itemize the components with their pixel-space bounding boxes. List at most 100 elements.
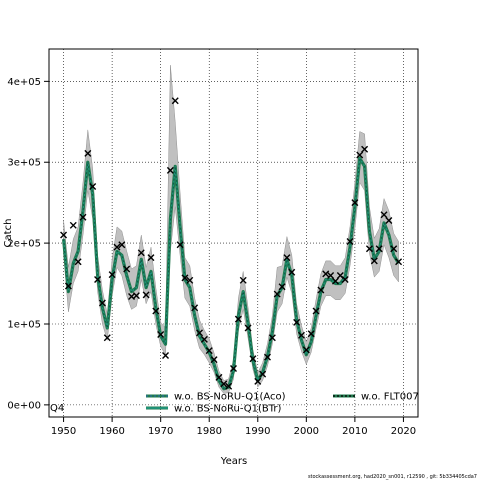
observation-point [60, 231, 68, 239]
observation-point [249, 355, 257, 363]
observation-stroke [113, 243, 121, 251]
observation-stroke [249, 355, 257, 363]
observation-stroke [254, 377, 262, 385]
observation-point [375, 245, 383, 253]
observation-point [215, 373, 223, 381]
observation-stroke [390, 245, 398, 253]
observation-point [380, 211, 388, 219]
observation-point [370, 257, 378, 265]
observation-stroke [64, 282, 72, 290]
observation-point [395, 258, 403, 266]
observation-stroke [186, 276, 194, 284]
observation-point [278, 283, 286, 291]
x-tick-label: 1990 [245, 426, 270, 437]
x-tick-label: 1970 [148, 426, 173, 437]
band-area [63, 65, 399, 394]
observation-point [307, 330, 315, 338]
y-tick-label: 3e+05 [7, 158, 41, 169]
observation-stroke [336, 271, 344, 279]
observation-stroke [171, 97, 179, 105]
observation-stroke [162, 352, 170, 360]
observation-stroke [365, 245, 373, 253]
observation-point [69, 221, 77, 229]
observation-stroke [132, 292, 140, 300]
observation-point [322, 270, 330, 278]
observation-stroke [147, 254, 155, 262]
observation-point [64, 282, 72, 290]
observation-point [302, 346, 310, 354]
y-tick-label: 2e+05 [7, 239, 41, 250]
observation-points [60, 97, 403, 390]
observation-point [351, 199, 359, 207]
observation-stroke [312, 307, 320, 315]
observation-point [327, 271, 335, 279]
observation-point [239, 276, 247, 284]
observation-point [118, 241, 126, 249]
observation-point [346, 237, 354, 245]
observation-stroke [128, 292, 136, 300]
observation-stroke [157, 331, 165, 338]
observation-point [132, 292, 140, 300]
observation-stroke [297, 331, 305, 339]
observation-point [273, 290, 281, 298]
observation-point [254, 377, 262, 385]
observation-stroke [331, 277, 339, 285]
observation-stroke [98, 299, 106, 307]
legend: w.o. BS-NoRU-Q1(Aco)w.o. BS-NoRu-Q1(BTr)… [146, 392, 419, 415]
observation-stroke [346, 237, 354, 245]
observation-point [186, 276, 194, 284]
y-tick-label: 1e+05 [7, 319, 41, 330]
observation-stroke [385, 216, 393, 224]
observation-point [166, 166, 174, 174]
observation-stroke [273, 290, 281, 298]
observation-stroke [94, 276, 102, 284]
observation-point [123, 265, 131, 273]
observation-stroke [137, 249, 145, 257]
confidence-band [63, 65, 399, 394]
observation-point [331, 277, 339, 285]
observation-stroke [268, 334, 276, 342]
observation-stroke [142, 291, 150, 299]
observation-point [210, 356, 218, 364]
observation-stroke [200, 335, 208, 343]
observation-point [263, 353, 271, 361]
y-tick-label: 4e+05 [7, 77, 41, 88]
y-tick-label: 0e+00 [7, 400, 41, 411]
x-tick-label: 1980 [196, 426, 221, 437]
observation-stroke [108, 271, 116, 279]
observation-point [181, 274, 189, 282]
observation-stroke [196, 329, 204, 337]
observation-point [225, 382, 233, 390]
observation-stroke [351, 199, 359, 207]
observation-stroke [118, 241, 126, 249]
observation-point [84, 149, 92, 157]
observation-stroke [69, 221, 77, 229]
observation-point [147, 254, 155, 262]
observation-point [152, 307, 160, 315]
observation-point [108, 271, 116, 279]
observation-stroke [239, 276, 247, 284]
observation-point [79, 213, 87, 221]
x-axis-label: Years [220, 456, 247, 467]
observation-stroke [152, 307, 160, 315]
observation-point [205, 347, 213, 355]
observation-point [385, 216, 393, 224]
fit-lines [62, 156, 400, 391]
observation-point [103, 334, 111, 342]
observation-point [361, 145, 369, 153]
observation-stroke [60, 231, 68, 239]
legend-label: w.o. BS-NoRU-Q1(Aco) [174, 392, 286, 403]
observation-stroke [166, 166, 174, 174]
observation-point [293, 318, 301, 326]
observation-point [390, 245, 398, 253]
observation-stroke [181, 274, 189, 282]
observation-point [220, 380, 228, 388]
observation-stroke [205, 347, 213, 355]
observation-stroke [79, 213, 87, 221]
observation-point [200, 335, 208, 343]
observation-point [312, 307, 320, 315]
observation-stroke [341, 276, 349, 284]
observation-stroke [230, 364, 237, 372]
observation-point [157, 331, 165, 338]
